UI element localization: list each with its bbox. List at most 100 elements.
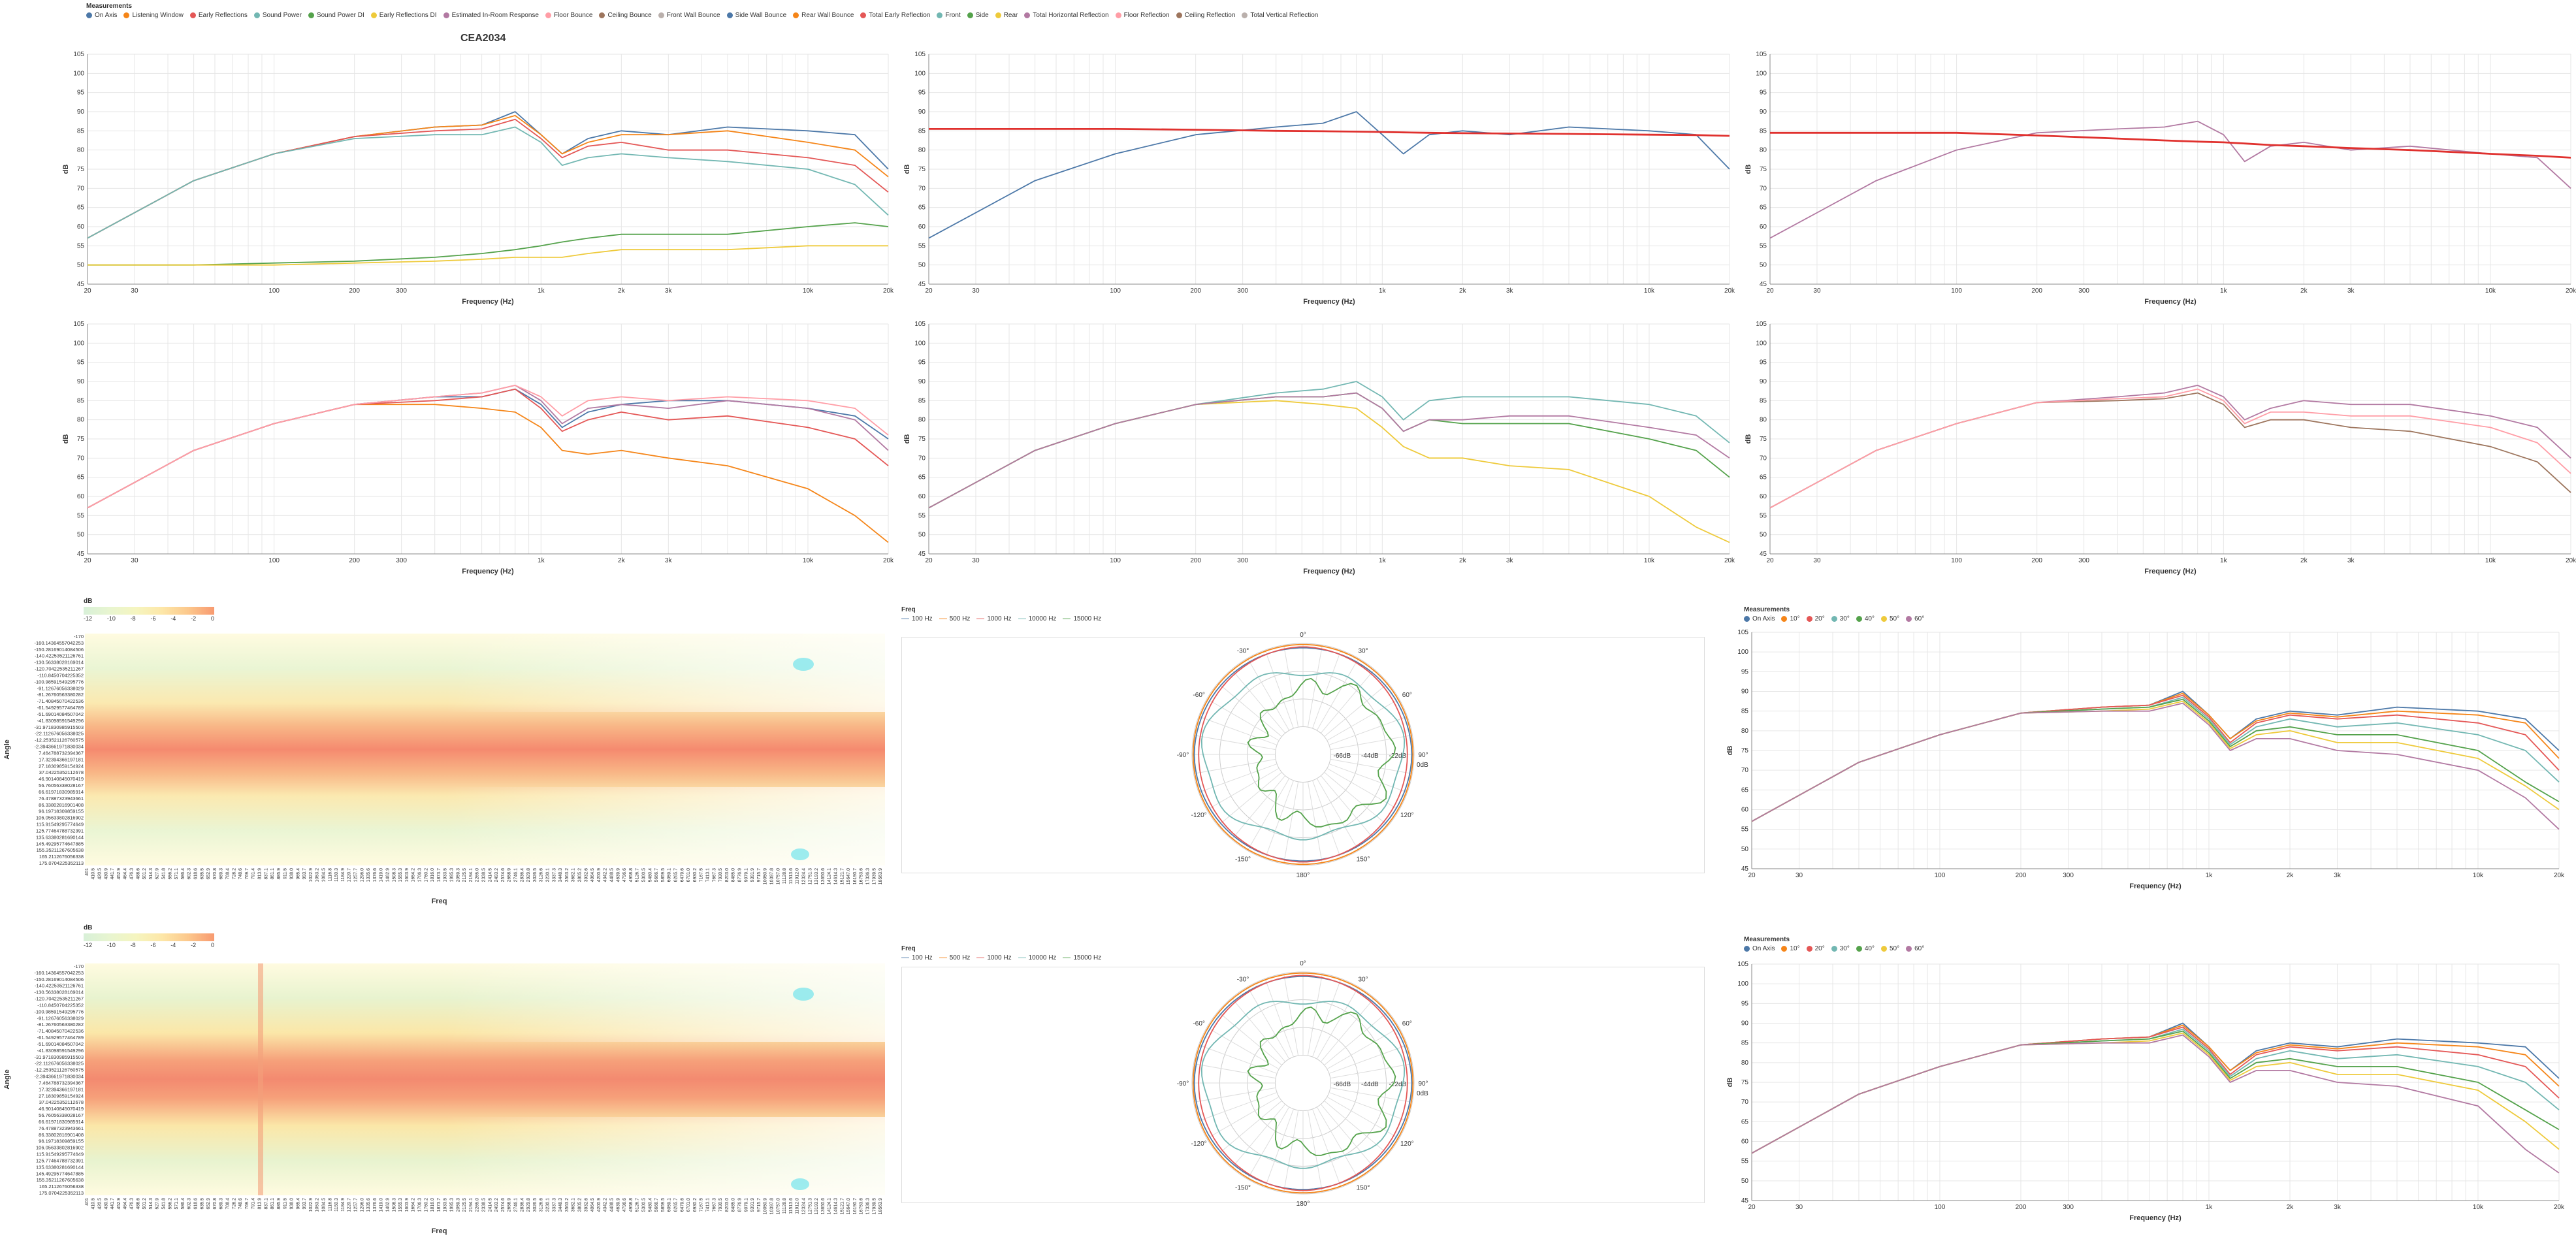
- legend-item[interactable]: Front Wall Bounce: [658, 12, 720, 19]
- legend-item[interactable]: 60°: [1906, 615, 1924, 622]
- legend-item[interactable]: Ceiling Bounce: [599, 12, 652, 19]
- y-tick-label: 75: [1760, 436, 1767, 443]
- polar-spoke: [1330, 1063, 1413, 1079]
- legend-item[interactable]: 30°: [1831, 945, 1850, 952]
- legend-item[interactable]: 10000 Hz: [1018, 954, 1056, 961]
- x-tick-label: 30: [1813, 287, 1821, 295]
- angle-label: -2.3943661971830034: [35, 744, 84, 750]
- freq-label: 12324.4: [802, 1198, 807, 1214]
- angle-label: -51.69014084507042: [37, 711, 84, 717]
- legend-item[interactable]: On Axis: [1744, 945, 1775, 952]
- freq-label: 4200.9: [597, 1198, 602, 1212]
- freq-label: 3337.3: [552, 1198, 556, 1212]
- legend-item[interactable]: 100 Hz: [901, 954, 933, 961]
- legend-item[interactable]: 500 Hz: [939, 615, 970, 622]
- legend-item[interactable]: Sound Power DI: [308, 12, 364, 19]
- legend-item[interactable]: 40°: [1856, 945, 1875, 952]
- y-tick-label: 70: [1741, 767, 1749, 774]
- legend-item[interactable]: Rear: [995, 12, 1018, 19]
- freq-label: 14614.3: [834, 1198, 839, 1214]
- freq-label: 1150.3: [334, 868, 339, 882]
- x-tick-label: 2k: [1459, 557, 1467, 564]
- legend-swatch: [1781, 946, 1788, 952]
- freq-label: 3805.2: [578, 1198, 583, 1212]
- polar-angle-label: 120°: [1400, 812, 1414, 819]
- legend-item[interactable]: 15000 Hz: [1063, 615, 1101, 622]
- legend-item[interactable]: Ceiling Reflection: [1176, 12, 1235, 19]
- x-tick-label: 300: [2078, 557, 2089, 564]
- legend-item[interactable]: 10°: [1781, 615, 1800, 622]
- legend-item[interactable]: Early Reflections DI: [370, 12, 437, 19]
- angle-label: 76.47887323943661: [39, 1125, 84, 1131]
- legend-item[interactable]: 60°: [1906, 945, 1924, 952]
- legend-item[interactable]: 40°: [1856, 615, 1875, 622]
- freq-label: 4796.6: [622, 868, 627, 882]
- legend-item[interactable]: 30°: [1831, 615, 1850, 622]
- y-axis-label: Angle: [3, 1069, 11, 1090]
- legend-item[interactable]: Floor Bounce: [545, 12, 592, 19]
- legend-item[interactable]: On Axis: [86, 12, 117, 19]
- freq-label: 3337.3: [552, 868, 556, 882]
- y-tick-label: 70: [1741, 1099, 1749, 1106]
- y-tick-label: 80: [77, 417, 85, 424]
- legend-swatch: [967, 12, 973, 18]
- polar-spoke: [1324, 683, 1389, 737]
- legend-item[interactable]: 15000 Hz: [1063, 954, 1101, 961]
- x-axis-label: Frequency (Hz): [2144, 298, 2197, 306]
- legend-item[interactable]: On Axis: [1744, 615, 1775, 622]
- legend-item[interactable]: Sound Power: [253, 12, 302, 19]
- legend-item[interactable]: 1000 Hz: [976, 615, 1012, 622]
- legend-item[interactable]: 10°: [1781, 945, 1800, 952]
- polar-line: [1192, 643, 1414, 865]
- polar-spoke: [1316, 778, 1359, 851]
- legend-item[interactable]: Listening Window: [123, 12, 184, 19]
- angle-label: 145.49295774647885: [36, 841, 84, 847]
- angle-label: -130.56338028169014: [35, 660, 84, 666]
- legend-item[interactable]: 100 Hz: [901, 615, 933, 622]
- freq-label: 1084.5: [322, 1198, 327, 1212]
- legend-label: Floor Bounce: [553, 12, 593, 19]
- series-line: [87, 388, 889, 509]
- legend-item[interactable]: 50°: [1880, 945, 1899, 952]
- legend-swatch: [1880, 946, 1887, 952]
- legend-item[interactable]: 20°: [1806, 945, 1825, 952]
- legend-item[interactable]: Floor Reflection: [1115, 12, 1170, 19]
- heatmap-horizontal-svg: -170-160.14364557042253-150.281690140845…: [3, 634, 885, 905]
- angle-label: -150.28169014084506: [35, 977, 84, 982]
- legend-swatch: [86, 12, 92, 18]
- x-tick-label: 200: [2031, 287, 2042, 295]
- legend-item[interactable]: Front: [937, 12, 961, 19]
- x-tick-label: 10k: [2485, 287, 2496, 295]
- legend-item[interactable]: Total Vertical Reflection: [1242, 12, 1318, 19]
- legend-item[interactable]: 500 Hz: [939, 954, 970, 961]
- freq-label: 17939.5: [872, 1198, 877, 1214]
- chart-early-reflections: 20 30 100 200 300 1k 2k 3k 10k 20k 45 50 55 60 65 70 75 8…: [60, 319, 903, 580]
- legend-item[interactable]: 50°: [1880, 615, 1899, 622]
- scale-bar: [84, 933, 214, 941]
- legend-item[interactable]: Side Wall Bounce: [726, 12, 786, 19]
- freq-label: 6265.7: [674, 1198, 679, 1212]
- legend-label: 1000 Hz: [987, 954, 1012, 961]
- legend-item[interactable]: 10000 Hz: [1018, 615, 1056, 622]
- freq-label: 993.7: [302, 868, 307, 880]
- legend-swatch: [1831, 616, 1837, 622]
- freq-label: 8203.0: [725, 1198, 730, 1212]
- legend-item[interactable]: Estimated In-Room Response: [443, 12, 539, 19]
- freq-label: 911.5: [283, 1198, 288, 1209]
- x-tick-label: 100: [1935, 1204, 1946, 1211]
- polar-spoke: [1247, 986, 1290, 1059]
- freq-label: 11513.6: [789, 1198, 794, 1214]
- legend-item[interactable]: 1000 Hz: [976, 954, 1012, 961]
- legend-item[interactable]: Side: [967, 12, 989, 19]
- freq-label: 2338.5: [482, 868, 487, 882]
- angle-label: -110.8450704225352: [37, 672, 84, 678]
- legend-item[interactable]: Early Reflections: [189, 12, 248, 19]
- legend-item[interactable]: Total Early Reflection: [860, 12, 930, 19]
- legend-item[interactable]: 20°: [1806, 615, 1825, 622]
- freq-label: 11128.8: [782, 868, 787, 884]
- legend-item[interactable]: Rear Wall Bounce: [793, 12, 854, 19]
- freq-label: 1022.9: [309, 1198, 314, 1212]
- legend-item[interactable]: Total Horizontal Reflection: [1024, 12, 1109, 19]
- y-tick-label: 75: [77, 166, 85, 173]
- x-tick-label: 200: [2031, 557, 2042, 564]
